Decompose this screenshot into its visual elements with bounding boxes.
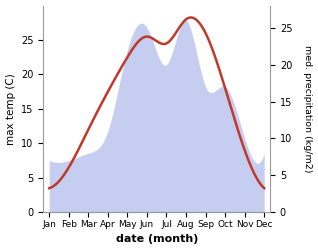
X-axis label: date (month): date (month) <box>115 234 198 244</box>
Y-axis label: med. precipitation (kg/m2): med. precipitation (kg/m2) <box>303 45 313 173</box>
Y-axis label: max temp (C): max temp (C) <box>5 73 16 145</box>
